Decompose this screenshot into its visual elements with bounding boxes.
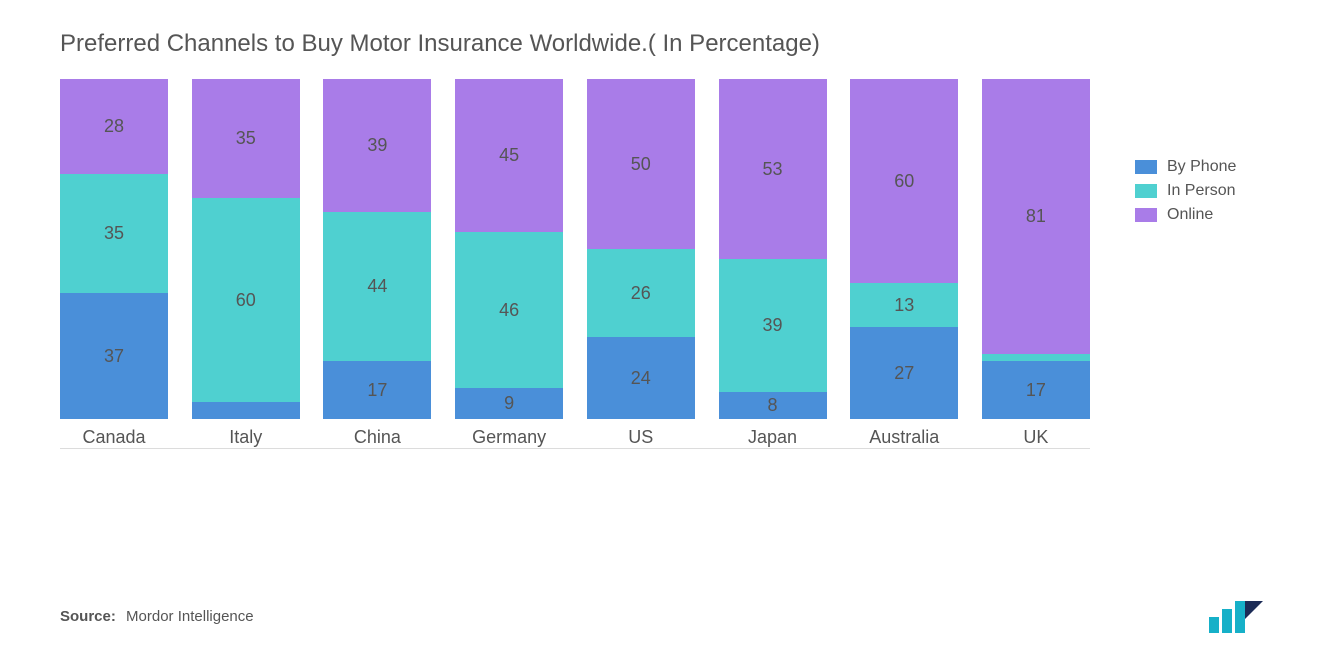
- bar-column: 6035 Italy: [192, 79, 300, 448]
- chart-title: Preferred Channels to Buy Motor Insuranc…: [60, 30, 1280, 58]
- bar-column: 174439 China: [323, 79, 431, 448]
- legend: By Phone In Person Online: [1135, 158, 1236, 230]
- bar-segment-by_phone: 8: [719, 392, 827, 419]
- legend-swatch: [1135, 208, 1157, 222]
- bar-stack: 242650: [587, 79, 695, 419]
- bar-stack: 6035: [192, 79, 300, 419]
- bar-segment-online: 81: [982, 79, 1090, 354]
- bar-segment-online: 28: [60, 79, 168, 174]
- bar-segment-by_phone: [192, 402, 300, 419]
- legend-item: In Person: [1135, 182, 1236, 200]
- legend-label: By Phone: [1167, 158, 1236, 176]
- bar-column: 1781UK: [982, 79, 1090, 448]
- chart-container: Preferred Channels to Buy Motor Insuranc…: [0, 0, 1320, 665]
- bar-segment-online: 53: [719, 79, 827, 259]
- bar-segment-in_person: 46: [455, 232, 563, 388]
- category-label: Italy: [229, 427, 262, 448]
- category-label: Canada: [82, 427, 145, 448]
- bar-stack: 83953: [719, 79, 827, 419]
- bar-segment-online: 50: [587, 79, 695, 249]
- category-label: UK: [1023, 427, 1048, 448]
- bar-segment-online: 39: [323, 79, 431, 212]
- bar-column: 83953 Japan: [719, 79, 827, 448]
- bar-segment-online: 60: [850, 79, 958, 283]
- plot-area: 373528Canada6035Italy174439China94645Ger…: [60, 108, 1090, 449]
- bar-segment-in_person: 44: [323, 212, 431, 362]
- bar-stack: 174439: [323, 79, 431, 419]
- legend-item: Online: [1135, 206, 1236, 224]
- bar-stack: 373528: [60, 79, 168, 419]
- legend-label: Online: [1167, 206, 1213, 224]
- bar-segment-by_phone: 9: [455, 388, 563, 419]
- legend-swatch: [1135, 184, 1157, 198]
- bar-stack: 94645: [455, 79, 563, 419]
- bar-segment-in_person: 26: [587, 249, 695, 337]
- bar-segment-by_phone: 24: [587, 337, 695, 419]
- bar-segment-by_phone: 17: [323, 361, 431, 419]
- chart-row: 373528Canada6035Italy174439China94645Ger…: [60, 108, 1280, 449]
- category-label: China: [354, 427, 401, 448]
- x-axis-baseline: [60, 448, 1090, 449]
- bar-segment-in_person: [982, 354, 1090, 361]
- bar-segment-online: 45: [455, 79, 563, 232]
- bar-column: 94645 Germany: [455, 79, 563, 448]
- category-label: Germany: [472, 427, 546, 448]
- bar-segment-in_person: 39: [719, 259, 827, 392]
- brand-logo-icon: [1207, 599, 1265, 635]
- bar-segment-by_phone: 37: [60, 293, 168, 419]
- source-label: Source:: [60, 608, 116, 625]
- bar-segment-in_person: 13: [850, 283, 958, 327]
- bar-segment-by_phone: 17: [982, 361, 1090, 419]
- source-attribution: Source: Mordor Intelligence: [60, 608, 254, 625]
- category-label: US: [628, 427, 653, 448]
- category-label: Australia: [869, 427, 939, 448]
- bar-column: 242650 US: [587, 79, 695, 448]
- bars-region: 373528Canada6035Italy174439China94645Ger…: [60, 108, 1090, 448]
- bar-segment-online: 35: [192, 79, 300, 198]
- bar-segment-in_person: 60: [192, 198, 300, 402]
- legend-label: In Person: [1167, 182, 1235, 200]
- bar-stack: 1781: [982, 79, 1090, 419]
- bar-column: 373528 Canada: [60, 79, 168, 448]
- bar-segment-in_person: 35: [60, 174, 168, 293]
- bar-segment-by_phone: 27: [850, 327, 958, 419]
- bar-stack: 271360: [850, 79, 958, 419]
- bar-column: 271360 Australia: [850, 79, 958, 448]
- legend-item: By Phone: [1135, 158, 1236, 176]
- source-value: Mordor Intelligence: [126, 608, 254, 625]
- category-label: Japan: [748, 427, 797, 448]
- legend-swatch: [1135, 160, 1157, 174]
